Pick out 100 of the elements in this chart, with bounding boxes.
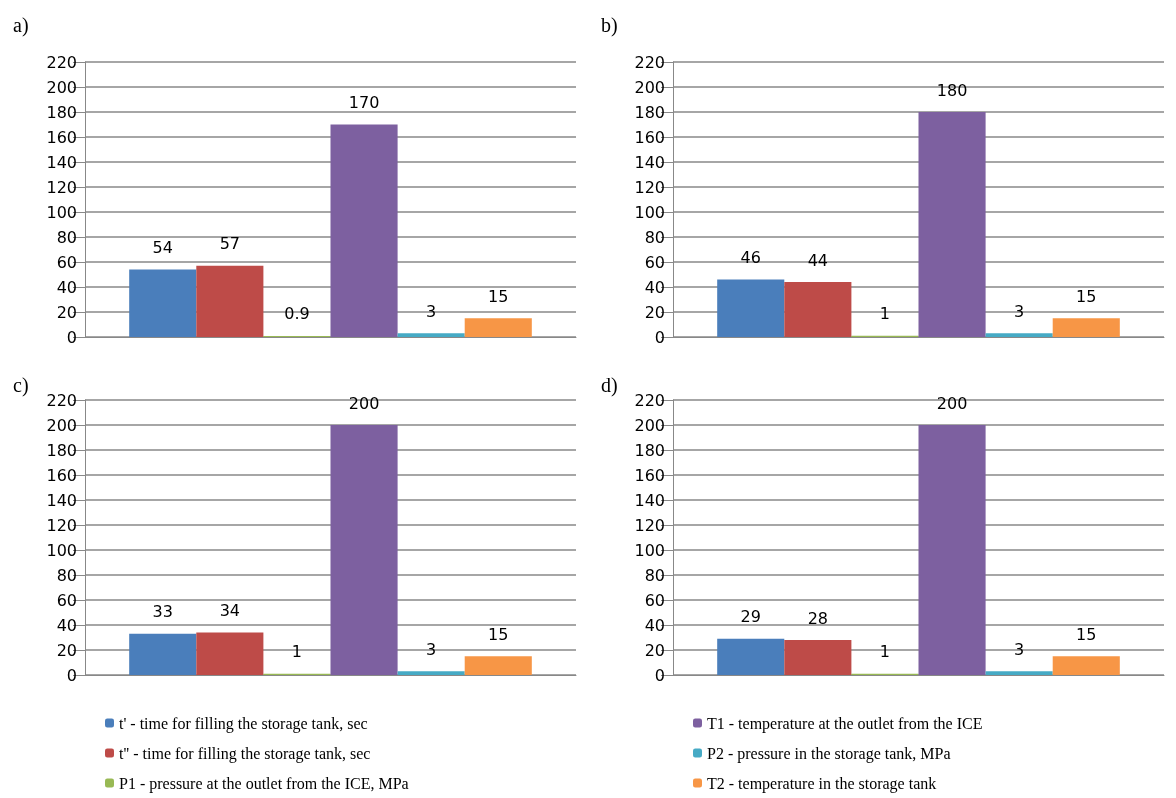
y-tick-label: 180 (46, 440, 77, 460)
bar (1052, 656, 1120, 675)
bar (784, 640, 852, 675)
bar (196, 632, 264, 675)
data-label: 57 (219, 234, 241, 254)
data-label: 0.9 (284, 304, 310, 324)
bar (464, 318, 532, 337)
bar (330, 124, 398, 337)
y-tick-label: 140 (634, 490, 665, 510)
y-tick-label: 100 (634, 540, 665, 560)
data-label: 3 (426, 301, 437, 321)
bar (1052, 318, 1120, 337)
bar (397, 671, 465, 675)
bar (985, 333, 1053, 337)
y-tick-label: 120 (46, 177, 77, 197)
data-label: 15 (488, 286, 509, 306)
y-tick-label: 200 (46, 77, 77, 97)
data-label: 200 (348, 393, 380, 413)
y-tick-label: 100 (634, 202, 665, 222)
data-label: 1 (879, 304, 891, 324)
y-tick-label: 100 (46, 202, 77, 222)
y-tick-label: 80 (56, 227, 77, 247)
y-tick-label: 200 (634, 415, 665, 435)
y-tick-label: 0 (654, 665, 665, 685)
legend-label: T2 - temperature in the storage tank (707, 774, 937, 793)
data-label: 28 (807, 608, 829, 628)
y-tick-label: 60 (644, 252, 665, 272)
bar (918, 425, 986, 675)
chart-title: b) (601, 14, 618, 37)
y-tick-label: 80 (644, 227, 665, 247)
y-tick-label: 20 (56, 640, 77, 660)
y-tick-label: 220 (46, 52, 77, 72)
y-tick-label: 20 (644, 302, 665, 322)
bar (196, 265, 264, 337)
y-tick-label: 160 (634, 127, 665, 147)
y-tick-label: 120 (634, 177, 665, 197)
y-tick-label: 200 (46, 415, 77, 435)
chart-title: c) (13, 374, 29, 397)
data-label: 15 (1076, 624, 1097, 644)
y-tick-label: 0 (66, 665, 77, 685)
legend-label: P1 - pressure at the outlet from the ICE, MPa (119, 774, 409, 793)
y-tick-label: 80 (56, 565, 77, 585)
bar (330, 425, 398, 675)
y-tick-label: 180 (46, 102, 77, 122)
y-tick-label: 220 (634, 390, 665, 410)
data-label: 1 (879, 642, 891, 662)
y-tick-label: 160 (634, 465, 665, 485)
legend-label: T1 - temperature at the outlet from the ICE (707, 714, 983, 733)
data-label: 15 (488, 624, 509, 644)
bar (464, 656, 532, 675)
y-tick-label: 120 (634, 515, 665, 535)
y-tick-label: 60 (644, 590, 665, 610)
y-tick-label: 140 (634, 152, 665, 172)
y-tick-label: 100 (46, 540, 77, 560)
data-label: 46 (740, 248, 761, 267)
bar (717, 638, 785, 675)
bar (918, 112, 986, 337)
legend-label: t' - time for filling the storage tank, sec (119, 714, 368, 733)
y-tick-label: 20 (56, 302, 77, 322)
y-tick-label: 80 (644, 565, 665, 585)
y-tick-label: 120 (46, 515, 77, 535)
y-tick-label: 40 (644, 615, 665, 635)
data-label: 44 (807, 250, 829, 270)
bar (129, 269, 197, 337)
y-tick-label: 60 (56, 252, 77, 272)
y-tick-label: 20 (644, 640, 665, 660)
data-label: 3 (1014, 639, 1025, 659)
y-tick-label: 40 (56, 277, 77, 297)
legend-label: t'' - time for filling the storage tank, sec (119, 744, 371, 763)
data-label: 15 (1076, 286, 1097, 306)
y-tick-label: 160 (46, 465, 77, 485)
data-label: 33 (152, 602, 173, 622)
y-tick-label: 220 (46, 390, 77, 410)
y-tick-label: 180 (634, 440, 665, 460)
bar (784, 282, 852, 337)
data-label: 3 (1014, 301, 1025, 321)
bar (717, 279, 785, 337)
bar (397, 333, 465, 337)
data-label: 54 (152, 238, 173, 257)
legend-label: P2 - pressure in the storage tank, MPa (707, 744, 951, 763)
y-tick-label: 160 (46, 127, 77, 147)
y-tick-label: 140 (46, 490, 77, 510)
chart-title: d) (601, 374, 618, 397)
y-tick-label: 140 (46, 152, 77, 172)
data-label: 180 (936, 80, 968, 100)
data-label: 1 (291, 642, 303, 662)
y-tick-label: 180 (634, 102, 665, 122)
y-tick-label: 60 (56, 590, 77, 610)
y-tick-label: 0 (66, 327, 77, 347)
data-label: 170 (348, 93, 380, 112)
data-label: 200 (936, 393, 968, 413)
chart-title: a) (13, 14, 29, 37)
data-label: 3 (426, 639, 437, 659)
y-tick-label: 40 (644, 277, 665, 297)
y-tick-label: 0 (654, 327, 665, 347)
data-label: 34 (219, 601, 241, 620)
y-tick-label: 40 (56, 615, 77, 635)
bar (129, 633, 197, 675)
y-tick-label: 200 (634, 77, 665, 97)
y-tick-label: 220 (634, 52, 665, 72)
